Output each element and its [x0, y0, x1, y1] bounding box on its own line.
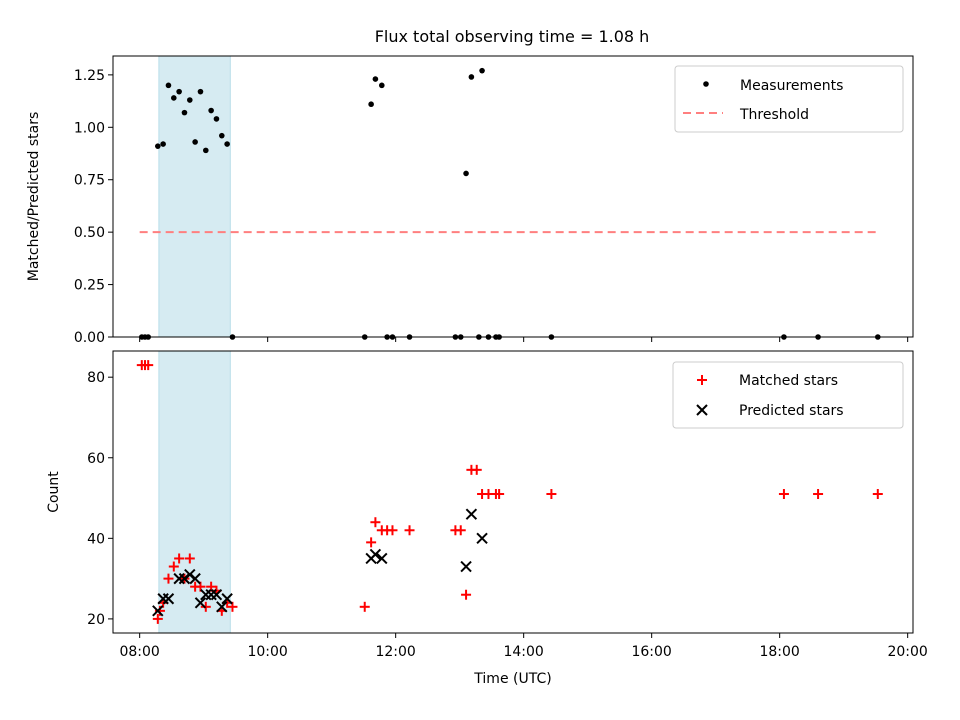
measurement-point [171, 95, 177, 101]
y-axis-label: Matched/Predicted stars [26, 112, 42, 282]
x-tick-label: 18:00 [759, 644, 799, 660]
y-tick-label: 20 [87, 612, 105, 628]
matched-star-point [456, 525, 466, 535]
y-tick-label: 1.00 [74, 120, 105, 136]
legend-measurement-marker [703, 81, 709, 87]
matched-star-point [873, 489, 883, 499]
measurement-point [379, 83, 385, 89]
matched-star-point [546, 489, 556, 499]
figure-title: Flux total observing time = 1.08 h [375, 27, 650, 46]
x-tick-label: 16:00 [631, 644, 671, 660]
matched-star-point [387, 525, 397, 535]
measurement-point [187, 97, 193, 103]
measurement-point [463, 171, 469, 177]
measurement-point [486, 334, 492, 340]
legend-matched-label: Matched stars [739, 373, 838, 389]
measurement-point [373, 76, 379, 82]
measurement-point [362, 334, 368, 340]
matched-star-point [405, 525, 415, 535]
y-tick-label: 0.75 [74, 173, 105, 189]
measurement-point [224, 141, 230, 147]
predicted-star-point [477, 533, 487, 543]
bottom-panel: 20 40 60 80 08:00 10:00 12:00 14:00 16:00 18:00 20… [46, 351, 928, 687]
observing-span [159, 56, 230, 337]
measurement-point [479, 68, 485, 74]
figure: Flux total observing time = 1.08 h 0.000… [0, 0, 960, 720]
matched-star-point [813, 489, 823, 499]
legend-measurement-label: Measurements [740, 78, 843, 94]
measurement-point [815, 334, 821, 340]
matched-star-point [779, 489, 789, 499]
measurement-point [214, 116, 220, 122]
measurement-point [781, 334, 787, 340]
predicted-star-point [466, 509, 476, 519]
matched-star-point [360, 602, 370, 612]
y-tick-label: 1.25 [74, 68, 105, 84]
measurement-point [875, 334, 881, 340]
measurement-point [155, 143, 161, 149]
y-tick-label: 0.50 [74, 225, 105, 241]
measurement-point [208, 108, 214, 114]
measurement-point [203, 148, 209, 154]
measurement-point [549, 334, 555, 340]
x-tick-label: 14:00 [503, 644, 543, 660]
measurement-point [368, 101, 374, 107]
measurement-point [145, 334, 151, 340]
measurement-point [219, 133, 225, 139]
measurement-point [476, 334, 482, 340]
x-tick-label: 08:00 [119, 644, 159, 660]
top-panel: 0.00 0.25 0.50 0.75 1.00 1.25 Matched/Predicte… [26, 56, 913, 346]
y-tick-label: 0.00 [74, 330, 105, 346]
measurement-point [192, 139, 198, 145]
matched-star-point [461, 590, 471, 600]
measurement-point [176, 89, 182, 95]
predicted-star-point [461, 562, 471, 572]
matched-star-point [366, 537, 376, 547]
x-tick-label: 12:00 [375, 644, 415, 660]
measurement-point [458, 334, 464, 340]
measurement-point [384, 334, 390, 340]
measurement-point [453, 334, 459, 340]
legend-threshold-label: Threshold [739, 107, 809, 123]
measurement-point [407, 334, 413, 340]
measurement-point [198, 89, 204, 95]
measurement-point [469, 74, 475, 80]
legend-bottom: Matched stars Predicted stars [673, 362, 903, 428]
x-axis-label: Time (UTC) [473, 671, 551, 687]
measurement-point [496, 334, 502, 340]
measurement-point [160, 141, 166, 147]
measurement-point [166, 83, 172, 89]
y-tick-label: 0.25 [74, 278, 105, 294]
measurement-point [390, 334, 396, 340]
x-tick-label: 10:00 [247, 644, 287, 660]
matched-star-point [370, 517, 380, 527]
legend-predicted-label: Predicted stars [739, 403, 844, 419]
x-tick-label: 20:00 [887, 644, 927, 660]
y-tick-label: 60 [87, 451, 105, 467]
measurement-point [182, 110, 188, 116]
y-tick-label: 40 [87, 531, 105, 547]
legend-top: Measurements Threshold [675, 66, 903, 132]
y-tick-label: 80 [87, 370, 105, 386]
matched-star-point [472, 465, 482, 475]
measurement-point [230, 334, 236, 340]
y-axis-label: Count [46, 471, 62, 513]
